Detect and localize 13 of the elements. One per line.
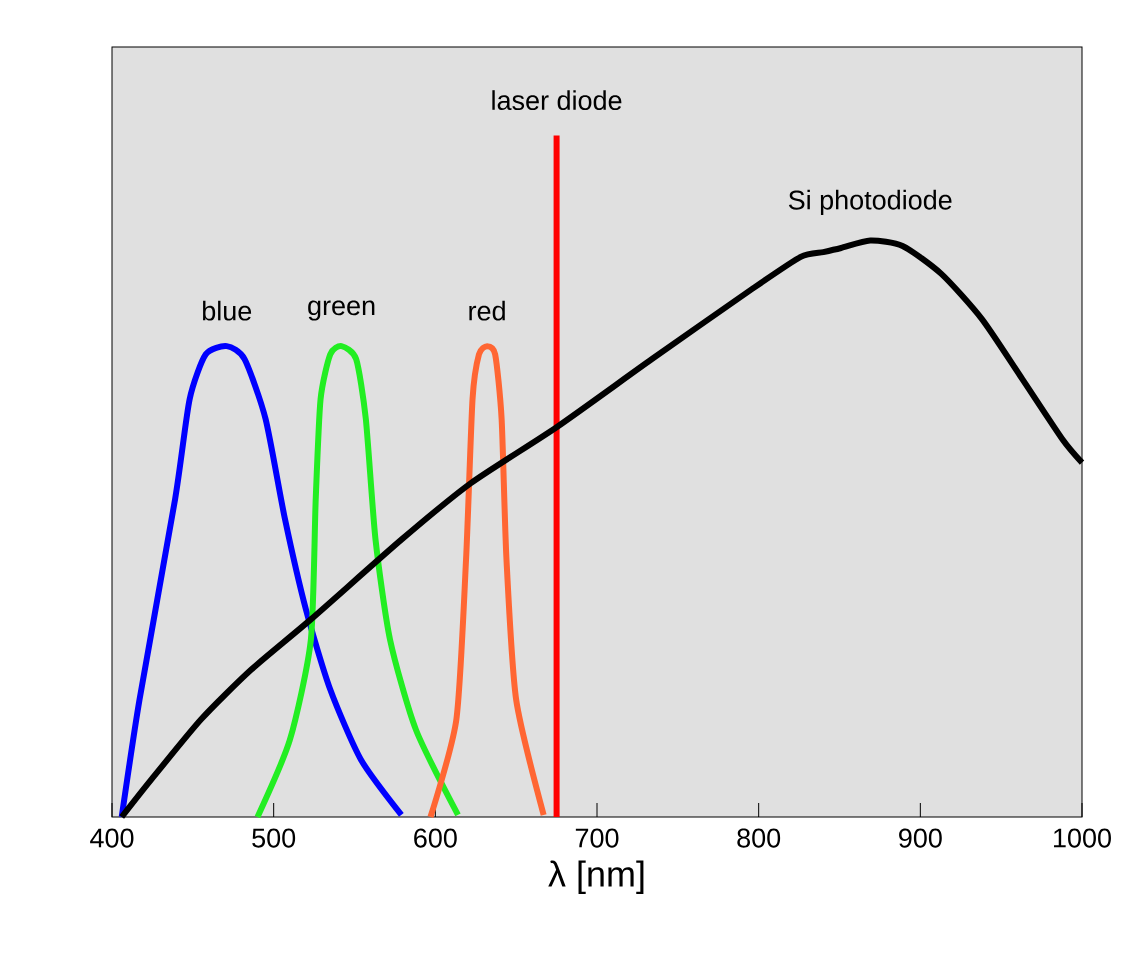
series-label: laser diode xyxy=(492,90,622,111)
series-label: blue xyxy=(203,300,252,321)
x-tick-label: 900 xyxy=(899,828,942,848)
series-label: Si photodiode xyxy=(788,189,952,215)
x-tick-label: 700 xyxy=(575,828,619,848)
x-tick-label: 1000 xyxy=(1054,828,1111,848)
series-label: red xyxy=(469,300,505,321)
x-tick-label: 800 xyxy=(737,828,781,848)
x-axis-title: λ [nm] xyxy=(548,860,644,895)
x-tick-label: 400 xyxy=(90,828,134,848)
x-tick-label: 600 xyxy=(414,828,457,848)
x-tick-label: 500 xyxy=(252,828,296,848)
series-label: green xyxy=(308,300,375,321)
